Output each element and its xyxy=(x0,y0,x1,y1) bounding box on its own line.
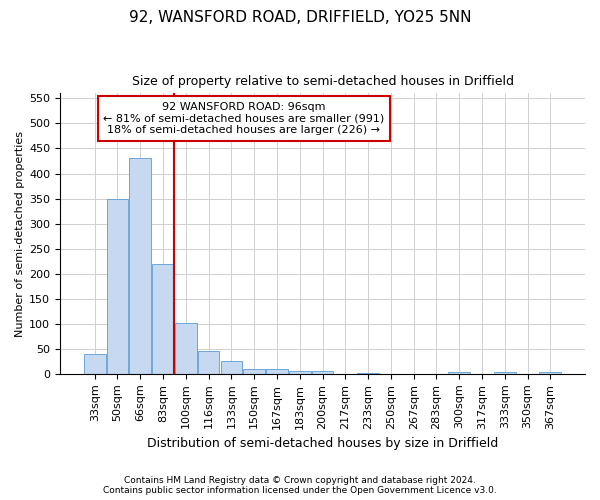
Bar xyxy=(84,354,106,374)
Bar xyxy=(289,371,311,374)
Y-axis label: Number of semi-detached properties: Number of semi-detached properties xyxy=(15,130,25,336)
Text: Contains HM Land Registry data © Crown copyright and database right 2024.
Contai: Contains HM Land Registry data © Crown c… xyxy=(103,476,497,495)
Text: 92 WANSFORD ROAD: 96sqm
← 81% of semi-detached houses are smaller (991)
18% of s: 92 WANSFORD ROAD: 96sqm ← 81% of semi-de… xyxy=(103,102,385,135)
Bar xyxy=(244,369,265,374)
Bar xyxy=(152,264,174,374)
Bar xyxy=(357,373,379,374)
Bar xyxy=(130,158,151,374)
Bar xyxy=(221,362,242,374)
Bar xyxy=(311,371,334,374)
Title: Size of property relative to semi-detached houses in Driffield: Size of property relative to semi-detach… xyxy=(131,75,514,88)
Text: 92, WANSFORD ROAD, DRIFFIELD, YO25 5NN: 92, WANSFORD ROAD, DRIFFIELD, YO25 5NN xyxy=(129,10,471,25)
Bar xyxy=(494,372,515,374)
Bar xyxy=(175,323,197,374)
Bar xyxy=(107,198,128,374)
Bar xyxy=(266,369,288,374)
Bar xyxy=(448,372,470,374)
Bar xyxy=(539,372,561,374)
Bar xyxy=(198,352,220,374)
X-axis label: Distribution of semi-detached houses by size in Driffield: Distribution of semi-detached houses by … xyxy=(147,437,498,450)
